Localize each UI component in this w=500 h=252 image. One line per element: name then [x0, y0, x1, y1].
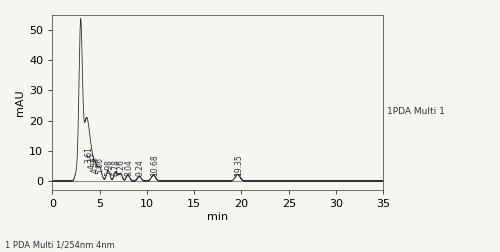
Y-axis label: mAU: mAU	[15, 89, 25, 116]
Text: 6.78: 6.78	[112, 160, 121, 176]
Text: 4.35: 4.35	[88, 152, 96, 169]
Text: 3.61: 3.61	[84, 146, 94, 163]
Text: 4.36: 4.36	[91, 156, 100, 173]
X-axis label: min: min	[207, 212, 229, 222]
Text: 10.68: 10.68	[150, 155, 158, 176]
Text: 5.98: 5.98	[104, 159, 114, 176]
Text: 1PDA Multi 1: 1PDA Multi 1	[386, 107, 444, 116]
Text: 8.04: 8.04	[124, 160, 133, 176]
Text: 7.26: 7.26	[116, 160, 126, 176]
Text: 19.35: 19.35	[234, 155, 243, 176]
Text: 5.06: 5.06	[96, 157, 105, 174]
Text: 9.24: 9.24	[136, 160, 144, 176]
Text: 1 PDA Multi 1/254nm 4nm: 1 PDA Multi 1/254nm 4nm	[5, 240, 115, 249]
